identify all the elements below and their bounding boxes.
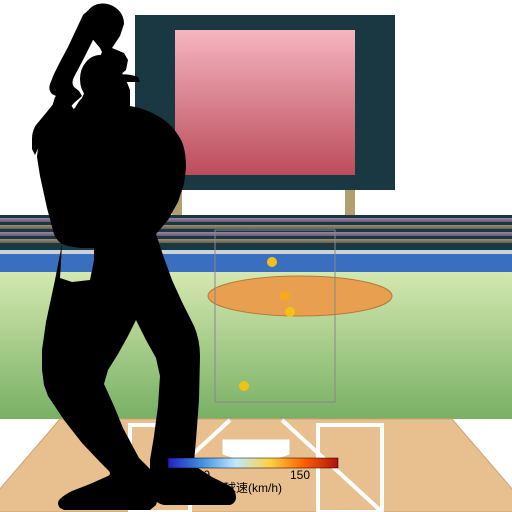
pitch-marker [239,381,249,391]
scoreboard-screen [175,30,355,175]
pitch-marker [280,291,290,301]
speed-label: 球速(km/h) [224,481,282,495]
scoreboard-post [345,190,355,215]
pitch-marker [267,257,277,267]
speed-colorbar [168,458,338,468]
speed-tick: 150 [290,468,310,482]
speed-tick: 100 [190,468,210,482]
wall-rail [0,250,512,254]
infield-dirt [208,276,392,316]
pitch-marker [285,307,295,317]
